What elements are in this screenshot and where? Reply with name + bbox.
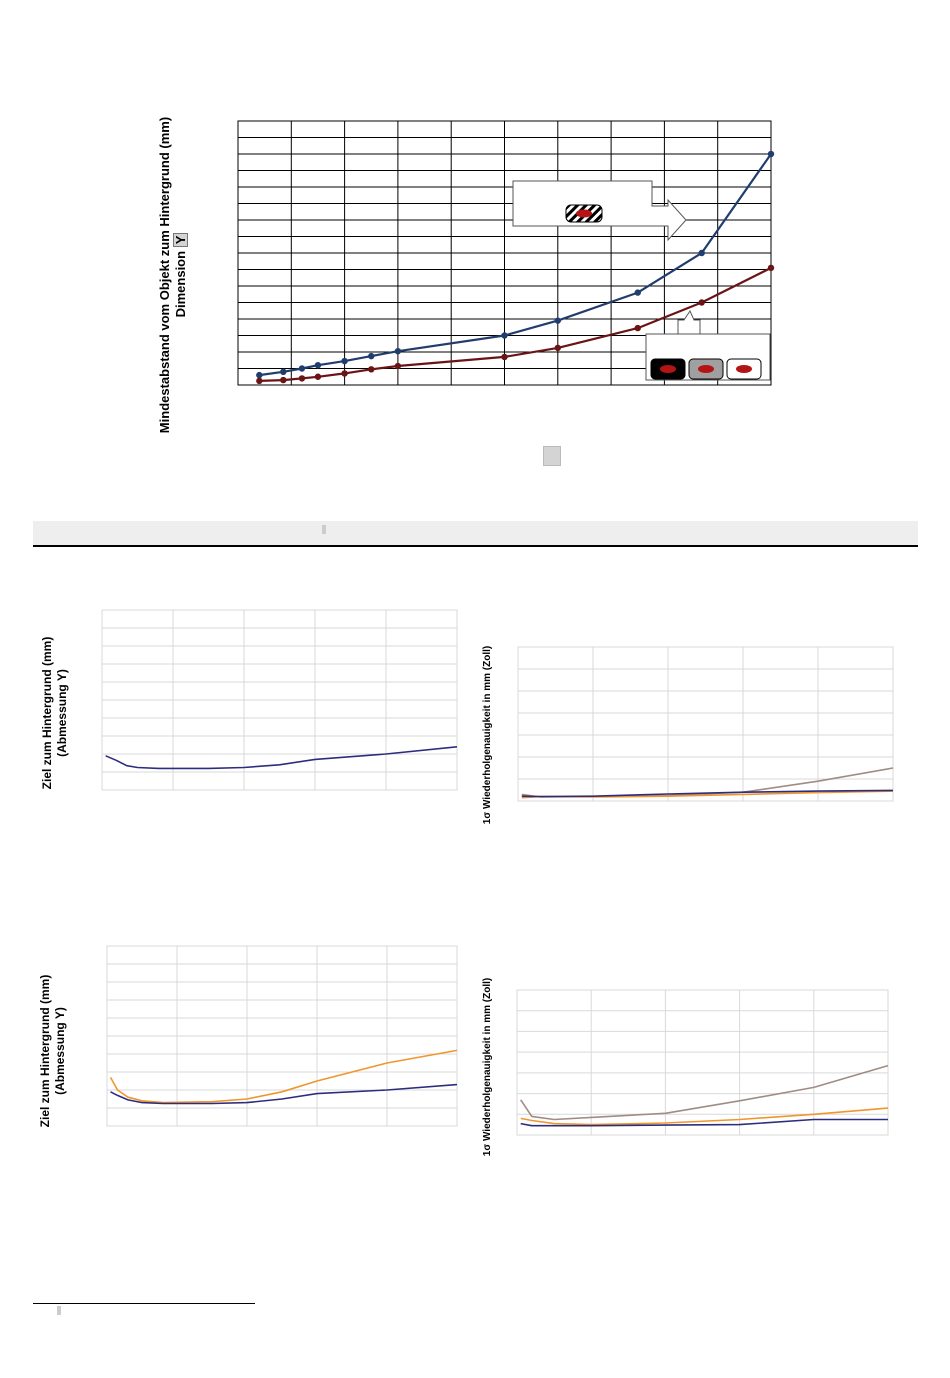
left-bottom-ylabel-line1: Ziel zum Hintergrund (mm) [38,974,52,1128]
chart-right-top [517,646,894,802]
right_bottom-series-0-line [520,1064,889,1121]
main-series-1-point [767,264,775,272]
main-series-0-point [341,357,348,365]
main-series-0-point [280,368,287,375]
right-bottom-ylabel-text: 1σ Wiederholgenauigkeit in mm (Zoll) [482,977,493,1157]
banner-marker [322,525,326,534]
main-series-0-point [394,347,402,355]
main-ylabel-line1: Mindestabstand vom Objekt zum Hintergrun… [157,116,172,434]
main-ylabel: Mindestabstand vom Objekt zum Hintergrun… [157,110,189,440]
main-series-1-point [314,373,322,380]
footnote-marker [57,1306,61,1315]
callout-lower [645,309,771,381]
main-series-1-point [501,353,508,361]
main-ylabel-line2: Dimension [173,250,188,318]
left-top-ylabel-line1: Ziel zum Hintergrund (mm) [40,636,54,790]
left-top-ylabel-line2: (Abmessung Y) [55,669,69,757]
chart-left-bottom [106,945,458,1127]
main-series-1-point [368,366,375,373]
main-series-0-point [298,365,306,372]
left-bottom-ylabel-line2: (Abmessung Y) [53,1007,67,1095]
main-ylabel-badge: Y [173,232,188,248]
section-rule [33,545,918,547]
main-series-0-point [256,371,263,379]
right-bottom-ylabel: 1σ Wiederholgenauigkeit in mm (Zoll) [482,962,494,1172]
left-top-ylabel: Ziel zum Hintergrund (mm) (Abmessung Y) [40,628,70,798]
white-target-icon-dot [736,365,752,373]
left_top-grid [102,610,457,790]
main-series-1-point [698,299,705,306]
main-xlabel-marker [543,446,561,466]
main-series-0-point [554,317,561,324]
main-chart [237,120,775,386]
main-series-1-point [341,370,348,377]
main-series-0-point [698,249,705,257]
right-top-ylabel-text: 1σ Wiederholgenauigkeit in mm (Zoll) [482,645,493,825]
main-series-0-point [314,362,322,369]
right_top-series-2-line [521,789,894,798]
main-series-1-point [634,324,641,332]
main-series-1-point [554,344,561,352]
striped-target-dot [576,209,592,218]
right_bottom-grid [517,990,888,1135]
left_bottom-series-1-line [110,1083,458,1105]
main-series-1-point [280,376,287,384]
right_bottom-series-2-line [520,1118,888,1127]
callout-lower-arrow [646,309,701,335]
left_bottom-series-0-line [109,1049,458,1104]
left_bottom-frame [106,945,458,1127]
main-series-0-point [767,150,775,158]
right_bottom-series-1-line [520,1107,889,1126]
black-target-icon-dot [660,365,676,373]
left_bottom-grid [107,946,457,1126]
left_top-frame [101,609,458,791]
footnote-rule [33,1303,255,1304]
right_top-frame [517,646,894,802]
chart-left-top [101,609,458,791]
chart-right-bottom [516,989,889,1136]
main-series-1-point [298,375,306,382]
main-frame [237,120,772,386]
main-series-0-point [501,332,508,339]
gray-target-icon-dot [698,365,714,373]
main-series-0-point [634,289,641,296]
left-bottom-ylabel: Ziel zum Hintergrund (mm) (Abmessung Y) [38,965,68,1137]
right-top-ylabel: 1σ Wiederholgenauigkeit in mm (Zoll) [482,630,494,840]
main-series-1-point [256,377,263,385]
main-ylabel-line2-wrap: Dimension Y [173,110,189,440]
right_bottom-frame [516,989,889,1136]
main-series-1-point [394,362,402,370]
callout-upper [512,180,687,242]
section-banner [33,521,918,545]
main-series-0-point [368,352,375,360]
left_top-series-0-line [105,746,458,770]
